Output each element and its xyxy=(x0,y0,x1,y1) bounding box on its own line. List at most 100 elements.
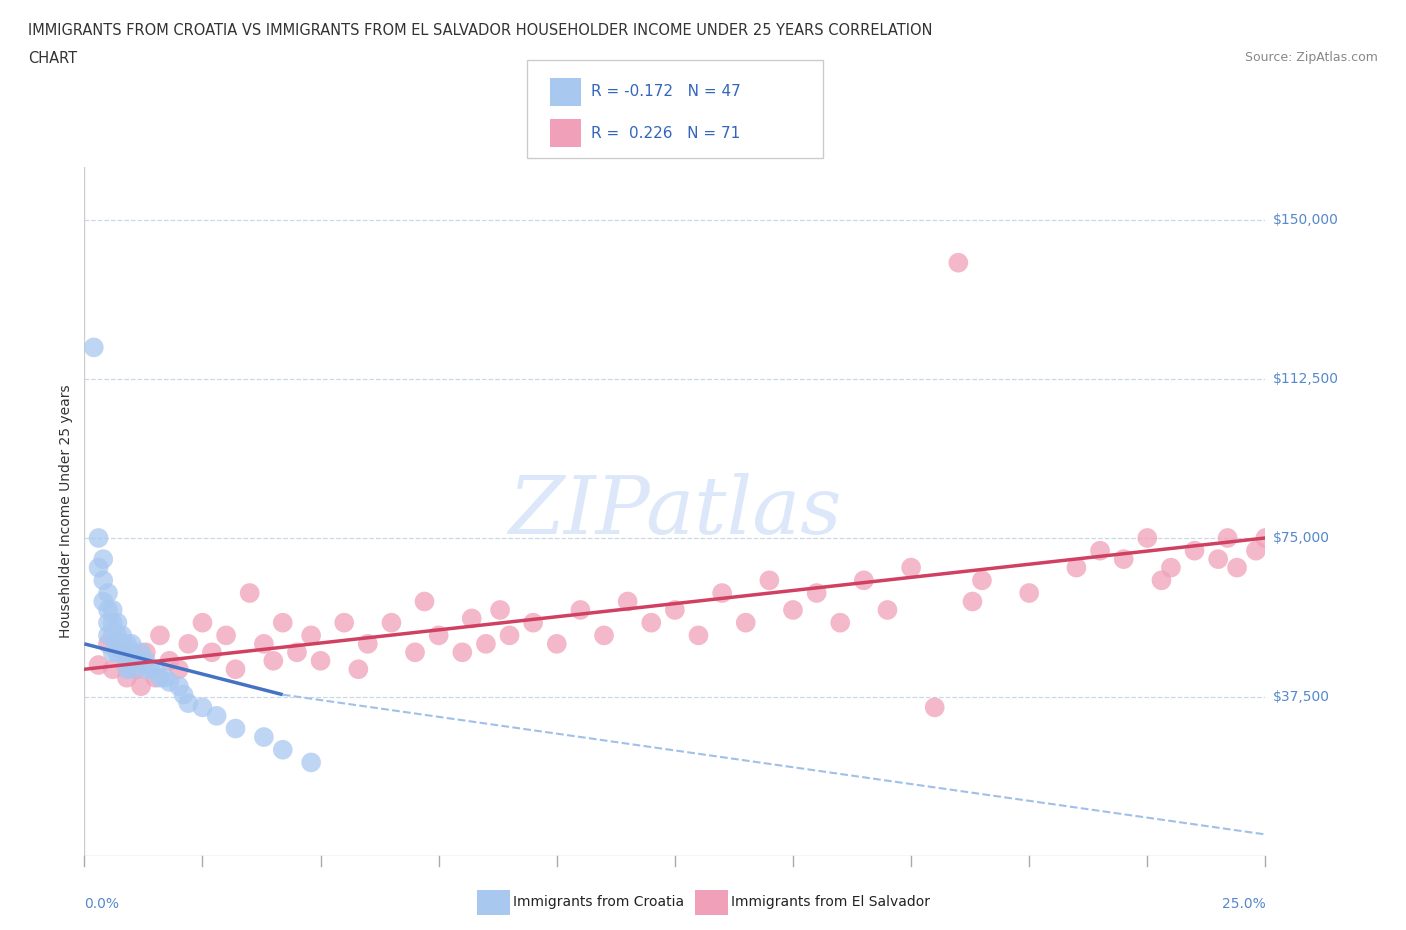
Point xyxy=(262,654,284,669)
Point xyxy=(1160,560,1182,575)
Point xyxy=(569,603,592,618)
Point xyxy=(962,594,984,609)
Text: Immigrants from Croatia: Immigrants from Croatia xyxy=(513,895,685,910)
Point xyxy=(404,644,426,659)
Point xyxy=(1206,551,1229,566)
Point xyxy=(107,616,129,631)
Point xyxy=(451,644,474,659)
Point xyxy=(782,603,804,618)
Point xyxy=(616,594,638,609)
Point xyxy=(1136,530,1159,545)
Text: $150,000: $150,000 xyxy=(1272,213,1339,227)
Point xyxy=(225,662,247,677)
Point xyxy=(129,644,152,659)
Point xyxy=(191,616,214,631)
Point xyxy=(688,628,710,643)
Point xyxy=(830,616,852,631)
Text: CHART: CHART xyxy=(28,51,77,66)
Point xyxy=(239,586,262,601)
Point xyxy=(876,603,898,618)
Point xyxy=(201,644,224,659)
Point xyxy=(1150,573,1173,588)
Point xyxy=(97,616,120,631)
Point xyxy=(135,644,157,659)
Point xyxy=(253,636,276,651)
Point xyxy=(215,628,238,643)
Point xyxy=(1226,560,1249,575)
Point xyxy=(87,530,110,545)
Point xyxy=(115,671,138,685)
Point xyxy=(333,616,356,631)
Point xyxy=(498,628,520,643)
Point xyxy=(177,696,200,711)
Point xyxy=(347,662,370,677)
Text: ZIPatlas: ZIPatlas xyxy=(508,472,842,551)
Point xyxy=(83,340,105,355)
Point xyxy=(91,573,114,588)
Text: $112,500: $112,500 xyxy=(1272,372,1339,386)
Point xyxy=(253,729,276,744)
Point xyxy=(205,709,228,724)
Point xyxy=(271,616,294,631)
Point xyxy=(91,551,114,566)
Point xyxy=(125,662,148,677)
Point xyxy=(157,654,180,669)
Point xyxy=(121,636,143,651)
Point xyxy=(97,636,120,651)
Point xyxy=(427,628,450,643)
Point xyxy=(101,662,124,677)
Point xyxy=(111,644,134,659)
Point xyxy=(167,662,190,677)
Text: R = -0.172   N = 47: R = -0.172 N = 47 xyxy=(591,85,741,100)
Point xyxy=(157,674,180,689)
Point xyxy=(97,586,120,601)
Text: IMMIGRANTS FROM CROATIA VS IMMIGRANTS FROM EL SALVADOR HOUSEHOLDER INCOME UNDER : IMMIGRANTS FROM CROATIA VS IMMIGRANTS FR… xyxy=(28,23,932,38)
Point xyxy=(380,616,402,631)
Point xyxy=(734,616,756,631)
Point xyxy=(87,560,110,575)
Text: Source: ZipAtlas.com: Source: ZipAtlas.com xyxy=(1244,51,1378,64)
Point xyxy=(546,636,568,651)
Point xyxy=(129,654,152,669)
Point xyxy=(129,679,152,694)
Point xyxy=(143,662,166,677)
Text: $75,000: $75,000 xyxy=(1272,531,1330,545)
Point xyxy=(900,560,922,575)
Point xyxy=(135,662,157,677)
Point xyxy=(97,603,120,618)
Point xyxy=(149,671,172,685)
Point xyxy=(711,586,734,601)
Point xyxy=(1088,543,1111,558)
Point xyxy=(139,662,162,677)
Point xyxy=(115,662,138,677)
Point xyxy=(970,573,993,588)
Point xyxy=(101,616,124,631)
Text: 25.0%: 25.0% xyxy=(1222,897,1265,911)
Point xyxy=(173,687,195,702)
Point xyxy=(664,603,686,618)
Point xyxy=(924,700,946,715)
Point xyxy=(107,644,129,659)
Point xyxy=(115,644,138,659)
Point xyxy=(489,603,512,618)
Point xyxy=(1254,530,1277,545)
Point xyxy=(115,636,138,651)
Point xyxy=(111,628,134,643)
Point xyxy=(593,628,616,643)
Text: Immigrants from El Salvador: Immigrants from El Salvador xyxy=(731,895,931,910)
Text: 0.0%: 0.0% xyxy=(84,897,120,911)
Point xyxy=(461,611,484,626)
Text: R =  0.226   N = 71: R = 0.226 N = 71 xyxy=(591,126,740,140)
Point xyxy=(177,636,200,651)
Point xyxy=(121,654,143,669)
Point xyxy=(1018,586,1040,601)
Text: $37,500: $37,500 xyxy=(1272,690,1330,704)
Point xyxy=(852,573,875,588)
Point xyxy=(97,628,120,643)
Point xyxy=(1216,530,1239,545)
Point xyxy=(149,628,172,643)
Point xyxy=(111,644,134,659)
Point xyxy=(115,654,138,669)
Point xyxy=(143,671,166,685)
Point xyxy=(271,742,294,757)
